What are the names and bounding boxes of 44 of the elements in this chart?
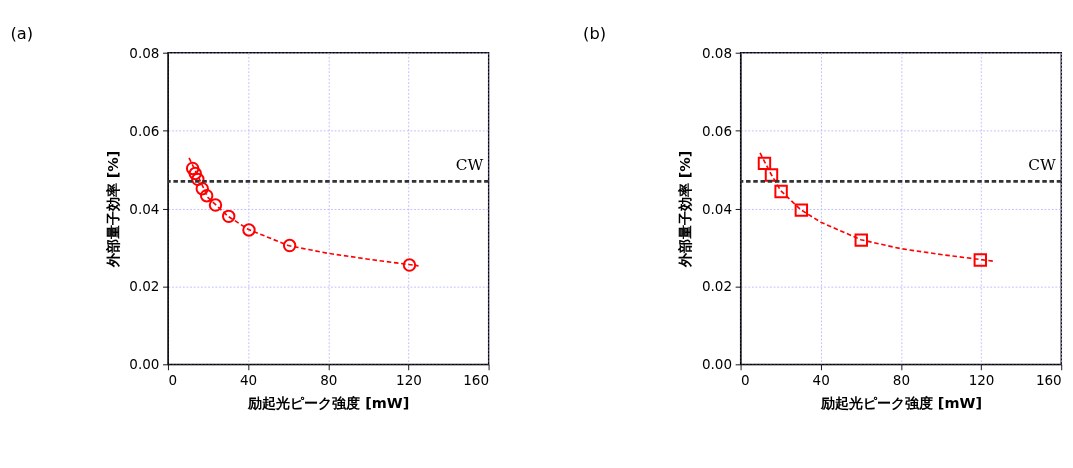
point [199, 189, 214, 203]
text: (a) [10, 24, 34, 44]
y-tick-label: 0.04 [701, 200, 733, 217]
y-tick-label: 0.08 [129, 44, 160, 61]
y-tick-label: 0.06 [701, 122, 733, 139]
point [764, 168, 779, 182]
point [185, 161, 200, 176]
x-tick-label: 160 [463, 371, 490, 388]
x-tick-label: 160 [1035, 371, 1062, 388]
x-tick-label: 0 [168, 371, 178, 388]
x-axis-title: 励起光ピーク強度 [mW] [819, 395, 982, 412]
point [242, 223, 256, 237]
point [757, 156, 772, 171]
point [188, 166, 202, 181]
ref-line-label: CW [1028, 156, 1057, 175]
x-tick-label: 40 [812, 371, 830, 388]
point [402, 258, 417, 272]
point [854, 233, 868, 247]
y-tick-label: 0.00 [701, 356, 733, 373]
x-tick-label: 0 [741, 371, 750, 388]
x-tick-label: 40 [240, 371, 258, 388]
point [282, 238, 297, 253]
y-tick-label: 0.02 [701, 278, 733, 295]
point [222, 209, 236, 224]
y-tick-label: 0.04 [129, 200, 160, 217]
x-tick-label: 120 [968, 371, 995, 388]
x-axis-title: 励起光ピーク強度 [mW] [247, 395, 410, 412]
point [191, 172, 205, 187]
ref-line-label: CW [455, 156, 484, 175]
point [973, 253, 988, 267]
y-tick-label: 0.08 [701, 44, 733, 61]
x-tick-label: 80 [892, 371, 910, 388]
y-axis-title: 外部量子効率 [%] [104, 150, 121, 269]
y-axis-title: 外部量子効率 [%] [677, 150, 694, 269]
point [208, 198, 223, 212]
x-tick-label: 120 [396, 371, 422, 388]
point [794, 203, 809, 217]
point [774, 184, 788, 199]
y-tick-label: 0.00 [129, 356, 160, 373]
text: (b) [583, 24, 607, 44]
point [195, 182, 209, 196]
x-tick-label: 80 [320, 371, 338, 388]
y-tick-label: 0.02 [129, 278, 160, 295]
y-tick-label: 0.06 [129, 122, 160, 139]
